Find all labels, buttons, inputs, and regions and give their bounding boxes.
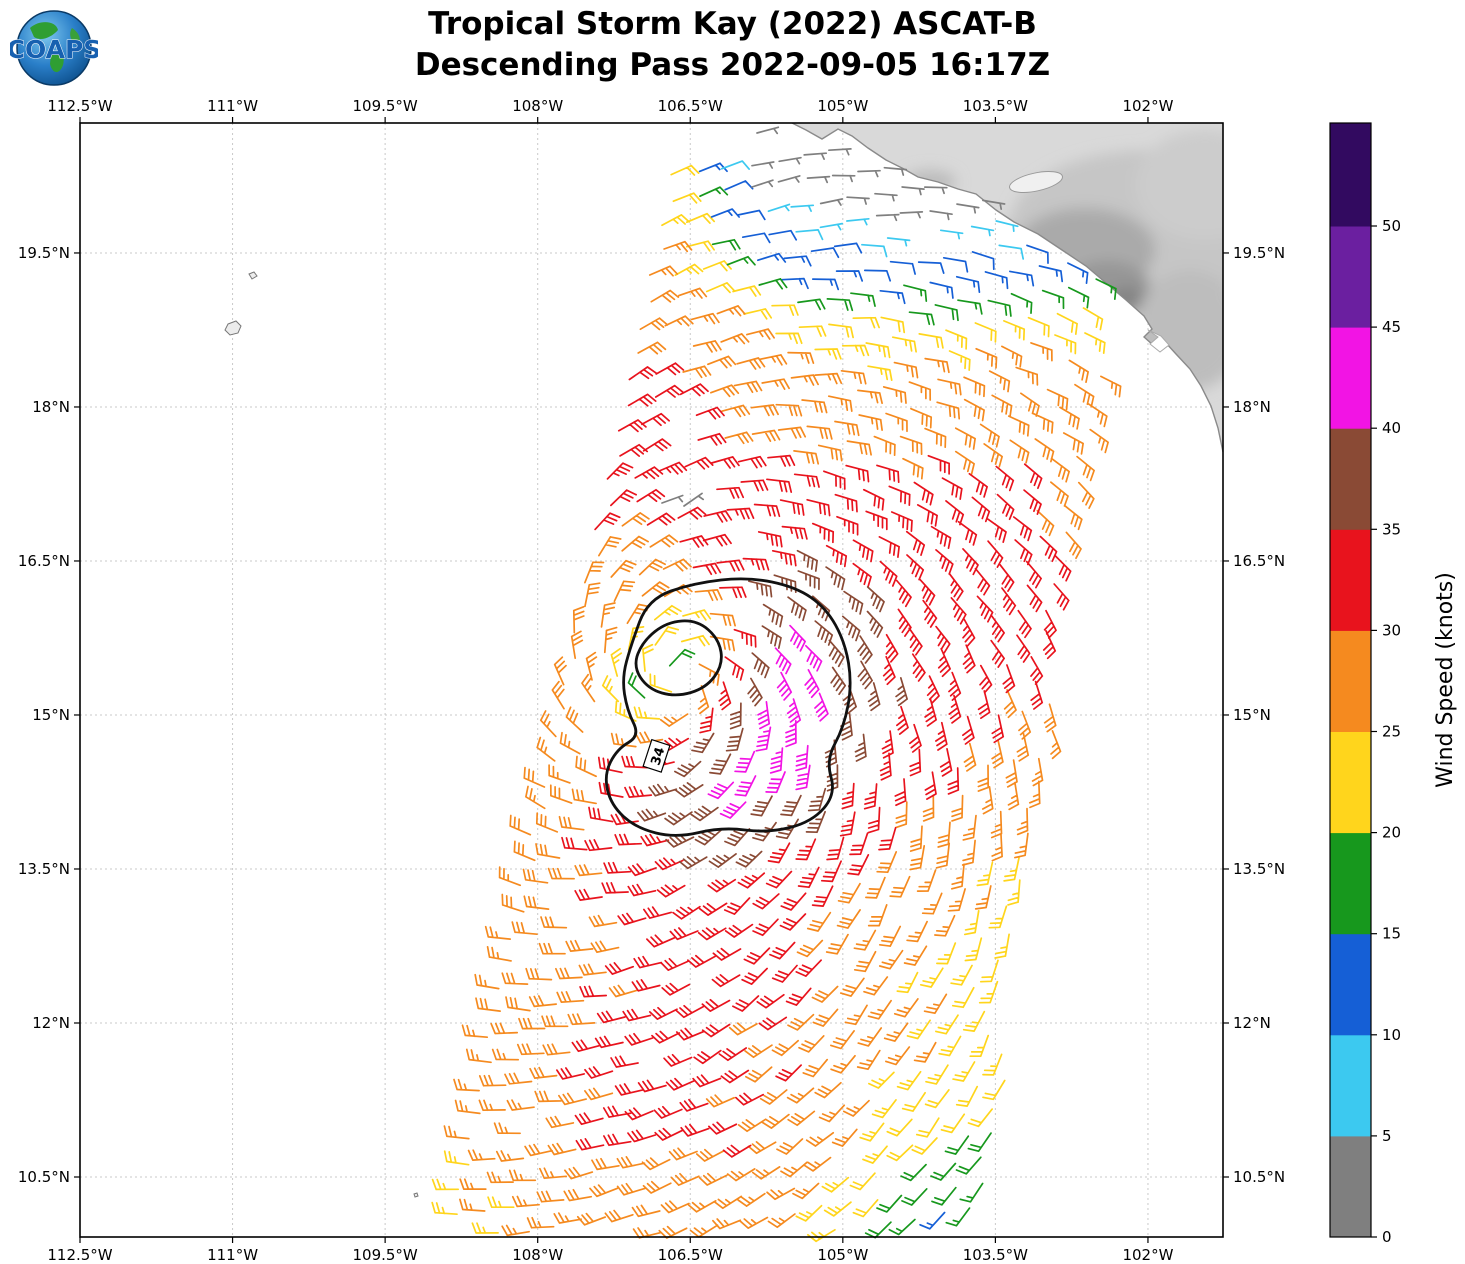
lat-tick-label-left: 18°N [32, 398, 70, 416]
lon-tick-label-top: 111°W [207, 97, 258, 115]
lat-tick-label-right: 18°N [1233, 398, 1271, 416]
lake [1009, 171, 1063, 193]
colorbar-segment [1330, 428, 1371, 530]
lon-tick-label-bottom: 109.5°W [352, 1246, 417, 1264]
globe-landmass-east [70, 28, 80, 45]
wind-barbs [431, 126, 1122, 1243]
chart-title: Tropical Storm Kay (2022) ASCAT-B Descen… [0, 4, 1465, 86]
island [248, 271, 258, 280]
storm-wind-contour: 34 [604, 577, 852, 837]
lon-tick-label-bottom: 105°W [817, 1246, 868, 1264]
lon-tick-label-bottom: 111°W [207, 1246, 258, 1264]
colorbar-title: Wind Speed (knots) [1433, 572, 1458, 788]
lat-tick-label-right: 19.5°N [1233, 244, 1285, 262]
lat-tick-label-right: 12°N [1233, 1014, 1271, 1032]
coaps-logo-globe: COAPS [6, 10, 102, 86]
chart-title-line2: Descending Pass 2022-09-05 16:17Z [414, 46, 1051, 83]
colorbar-segment [1330, 933, 1371, 1036]
wind-barb-set [637, 549, 908, 870]
colorbar-segment [1330, 630, 1371, 732]
lat-tick-label-left: 16.5°N [18, 552, 70, 570]
terrain-blob [1135, 130, 1223, 240]
lon-tick-label-bottom: 112.5°W [47, 1246, 112, 1264]
terrain-blob [990, 274, 1090, 326]
chart-title-line1: Tropical Storm Kay (2022) ASCAT-B [428, 6, 1037, 42]
colorbar-tick-label: 10 [1382, 1026, 1401, 1044]
lat-tick-label-left: 19.5°N [18, 244, 70, 262]
colorbar: 0 5 10 15 20 25 30 35 40 45 50 Wind Speed (knots) [1329, 122, 1458, 1246]
lat-tick-label-right: 13.5°N [1233, 860, 1285, 878]
small-islands [224, 271, 419, 1198]
wind-barb-set [661, 126, 1006, 507]
lat-tick-label-left: 12°N [32, 1014, 70, 1032]
coastline [791, 122, 1224, 453]
colorbar-segment [1330, 529, 1371, 631]
colorbar-tick-label: 15 [1382, 925, 1401, 943]
island [224, 320, 242, 336]
lat-tick-label-right: 16.5°N [1233, 552, 1285, 570]
lon-tick-label-bottom: 102°W [1122, 1246, 1173, 1264]
map-gridlines [79, 123, 1223, 1237]
lat-tick-label-right: 10.5°N [1233, 1168, 1285, 1186]
lon-tick-label-top: 109.5°W [352, 97, 417, 115]
coaps-logo: COAPS [6, 6, 102, 98]
globe-landmass-north [30, 22, 58, 40]
lon-tick-label-top: 106.5°W [658, 97, 723, 115]
land-mass [791, 122, 1224, 453]
colorbar-tick-label: 40 [1382, 419, 1401, 437]
colorbar-tick-label: 50 [1382, 217, 1401, 235]
wind-barb-set [627, 186, 1117, 1239]
contour-34kt-inner [634, 619, 723, 697]
colorbar-border [1329, 122, 1372, 1238]
colorbar-tick-label: 45 [1382, 318, 1401, 336]
colorbar-tick-label: 0 [1382, 1228, 1392, 1246]
coaps-logo-text: COAPS [10, 35, 98, 64]
wind-barb-set [707, 624, 829, 819]
island [413, 1192, 419, 1198]
lon-tick-label-bottom: 103.5°W [963, 1246, 1028, 1264]
lon-tick-label-top: 112.5°W [47, 97, 112, 115]
colorbar-segment [1330, 832, 1371, 935]
colorbar-tick-label: 25 [1382, 723, 1401, 741]
lon-tick-label-top: 102°W [1122, 97, 1173, 115]
colorbar-segment [1330, 731, 1371, 834]
plot-border [79, 122, 1224, 1238]
colorbar-segment [1330, 1135, 1371, 1238]
lat-tick-label-left: 13.5°N [18, 860, 70, 878]
wind-barb-set [431, 164, 1106, 1243]
lat-tick-label-right: 15°N [1233, 706, 1271, 724]
colorbar-segment [1330, 1034, 1371, 1137]
lat-tick-label-left: 10.5°N [18, 1168, 70, 1186]
wind-barb-set [720, 160, 1025, 260]
map-axes: 112.5°W 112.5°W 111°W 111°W 109.5°W 109.5°W 10… [18, 97, 1285, 1264]
lon-tick-label-bottom: 106.5°W [658, 1246, 723, 1264]
lon-tick-label-top: 108°W [512, 97, 563, 115]
lon-tick-label-top: 103.5°W [963, 97, 1028, 115]
wind-barb-set [556, 362, 1072, 1158]
lagoon [1147, 329, 1170, 353]
contour-label-box [642, 738, 671, 773]
contour-label-group: 34 [642, 738, 671, 773]
colorbar-tick-label: 5 [1382, 1127, 1392, 1145]
colorbar-tick-label: 20 [1382, 824, 1401, 842]
globe-landmass-south [50, 52, 64, 73]
lat-tick-label-left: 15°N [32, 706, 70, 724]
contour-34kt-outer [604, 577, 852, 837]
colorbar-segment [1330, 226, 1371, 328]
contour-label-text: 34 [648, 746, 668, 768]
lon-tick-label-bottom: 108°W [512, 1246, 563, 1264]
wind-barb-set [698, 162, 1089, 1230]
colorbar-tick-label: 30 [1382, 621, 1401, 639]
colorbar-segment [1330, 327, 1371, 429]
lon-tick-label-top: 105°W [817, 97, 868, 115]
wind-barb-set [443, 240, 1122, 1239]
colorbar-tick-label: 35 [1382, 520, 1401, 538]
colorbar-segment-over50 [1330, 123, 1371, 227]
